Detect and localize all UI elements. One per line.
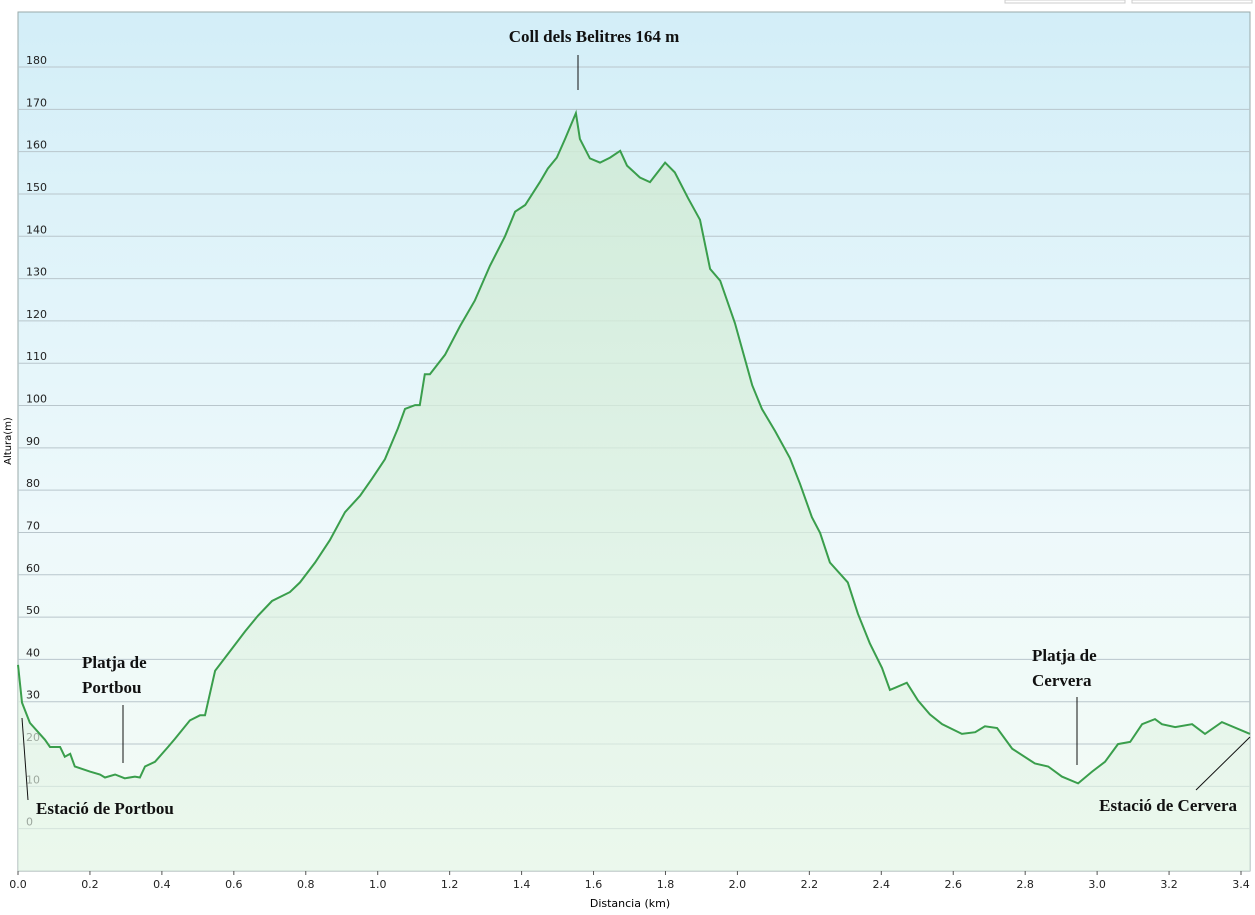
- x-tick-label: 0.2: [81, 878, 99, 891]
- y-tick-label: 100: [26, 393, 47, 406]
- x-tick-label: 1.4: [513, 878, 531, 891]
- annotation: Estació de Cervera: [1099, 796, 1237, 815]
- annotation: Platja de: [1032, 646, 1097, 665]
- y-tick-label: 70: [26, 519, 40, 532]
- annotation: Coll dels Belitres 164 m: [509, 27, 680, 46]
- y-tick-label: 30: [26, 689, 40, 702]
- x-tick-label: 1.6: [585, 878, 603, 891]
- x-tick-label: 0.8: [297, 878, 315, 891]
- y-tick-label: 110: [26, 350, 47, 363]
- x-tick-label: 0.6: [225, 878, 243, 891]
- x-tick-label: 2.4: [873, 878, 891, 891]
- y-axis-label: Altura(m): [3, 417, 14, 465]
- y-tick-label: 150: [26, 181, 47, 194]
- x-tick-label: 2.0: [729, 878, 747, 891]
- y-tick-label: 50: [26, 604, 40, 617]
- x-tick-label: 2.2: [801, 878, 819, 891]
- y-tick-label: 40: [26, 646, 40, 659]
- annotation-leader: [1195, 736, 1251, 791]
- x-axis-label: Distancia (km): [590, 897, 670, 910]
- x-tick-label: 0.0: [9, 878, 27, 891]
- annotation-leader: [21, 717, 29, 801]
- x-tick-label: 1.8: [657, 878, 675, 891]
- x-tick-label: 3.4: [1232, 878, 1250, 891]
- annotation: Cervera: [1032, 671, 1092, 690]
- y-tick-label: 60: [26, 562, 40, 575]
- tab[interactable]: [1131, 0, 1253, 4]
- y-tick-label: 160: [26, 139, 47, 152]
- x-tick-label: 0.4: [153, 878, 171, 891]
- annotation: Platja de: [82, 653, 147, 672]
- line: [17, 109, 1251, 785]
- x-tick-label: 2.6: [944, 878, 962, 891]
- y-tick-label: 180: [26, 54, 47, 67]
- x-tick-label: 3.2: [1160, 878, 1178, 891]
- tab[interactable]: [1004, 0, 1126, 4]
- annotation: Estació de Portbou: [36, 799, 174, 818]
- x-tick-label: 3.0: [1088, 878, 1106, 891]
- x-tick-label: 1.0: [369, 878, 387, 891]
- y-tick-label: 120: [26, 308, 47, 321]
- y-tick-label: 130: [26, 266, 47, 279]
- x-tick-label: 2.8: [1016, 878, 1034, 891]
- y-tick-label: 80: [26, 477, 40, 490]
- y-tick-label: 140: [26, 223, 47, 236]
- y-tick-label: 90: [26, 435, 40, 448]
- y-tick-label: 170: [26, 96, 47, 109]
- x-tick-label: 1.2: [441, 878, 459, 891]
- area-fill: [18, 113, 1250, 872]
- annotation: Portbou: [82, 678, 142, 697]
